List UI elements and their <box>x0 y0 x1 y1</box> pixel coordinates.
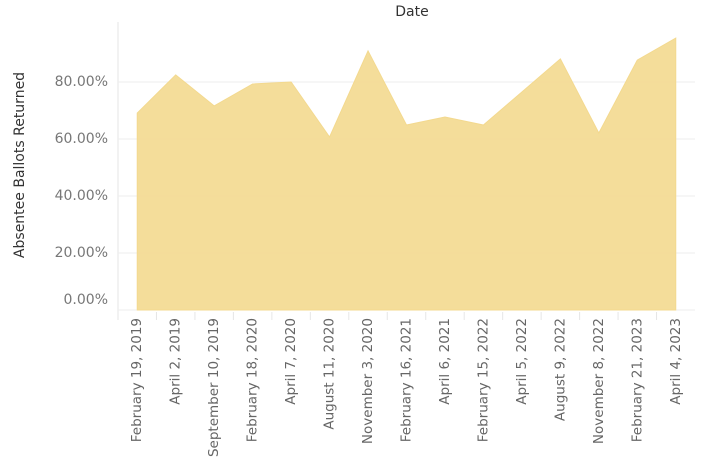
x-tick-label: February 19, 2019 <box>129 318 145 442</box>
x-tick-label: April 2, 2019 <box>168 318 184 405</box>
y-tick-label: 0.00% <box>64 292 108 308</box>
chart-title: Date <box>395 4 428 20</box>
x-tick-label: February 18, 2020 <box>245 318 261 442</box>
x-tick-label: September 10, 2019 <box>206 318 222 457</box>
x-tick-label: February 21, 2023 <box>629 318 645 442</box>
area <box>136 37 677 311</box>
x-tick-label: April 6, 2021 <box>437 318 453 405</box>
x-tick-label: April 4, 2023 <box>668 318 684 405</box>
x-tick-label: August 9, 2022 <box>552 318 568 421</box>
x-tick-label: November 3, 2020 <box>360 318 376 444</box>
y-tick-label: 60.00% <box>55 131 108 147</box>
y-tick-label: 80.00% <box>55 74 108 90</box>
y-tick-label: 40.00% <box>55 188 108 204</box>
x-tick-label: August 11, 2020 <box>322 318 338 430</box>
x-tick-label: February 16, 2021 <box>399 318 415 442</box>
x-tick-label: April 5, 2022 <box>514 318 530 405</box>
x-tick-label: April 7, 2020 <box>283 318 299 405</box>
x-tick-label: November 8, 2022 <box>591 318 607 444</box>
x-tick-label: February 15, 2022 <box>475 318 491 442</box>
y-tick-label: 20.00% <box>55 245 108 261</box>
y-axis-label: Absentee Ballots Returned <box>12 72 28 258</box>
